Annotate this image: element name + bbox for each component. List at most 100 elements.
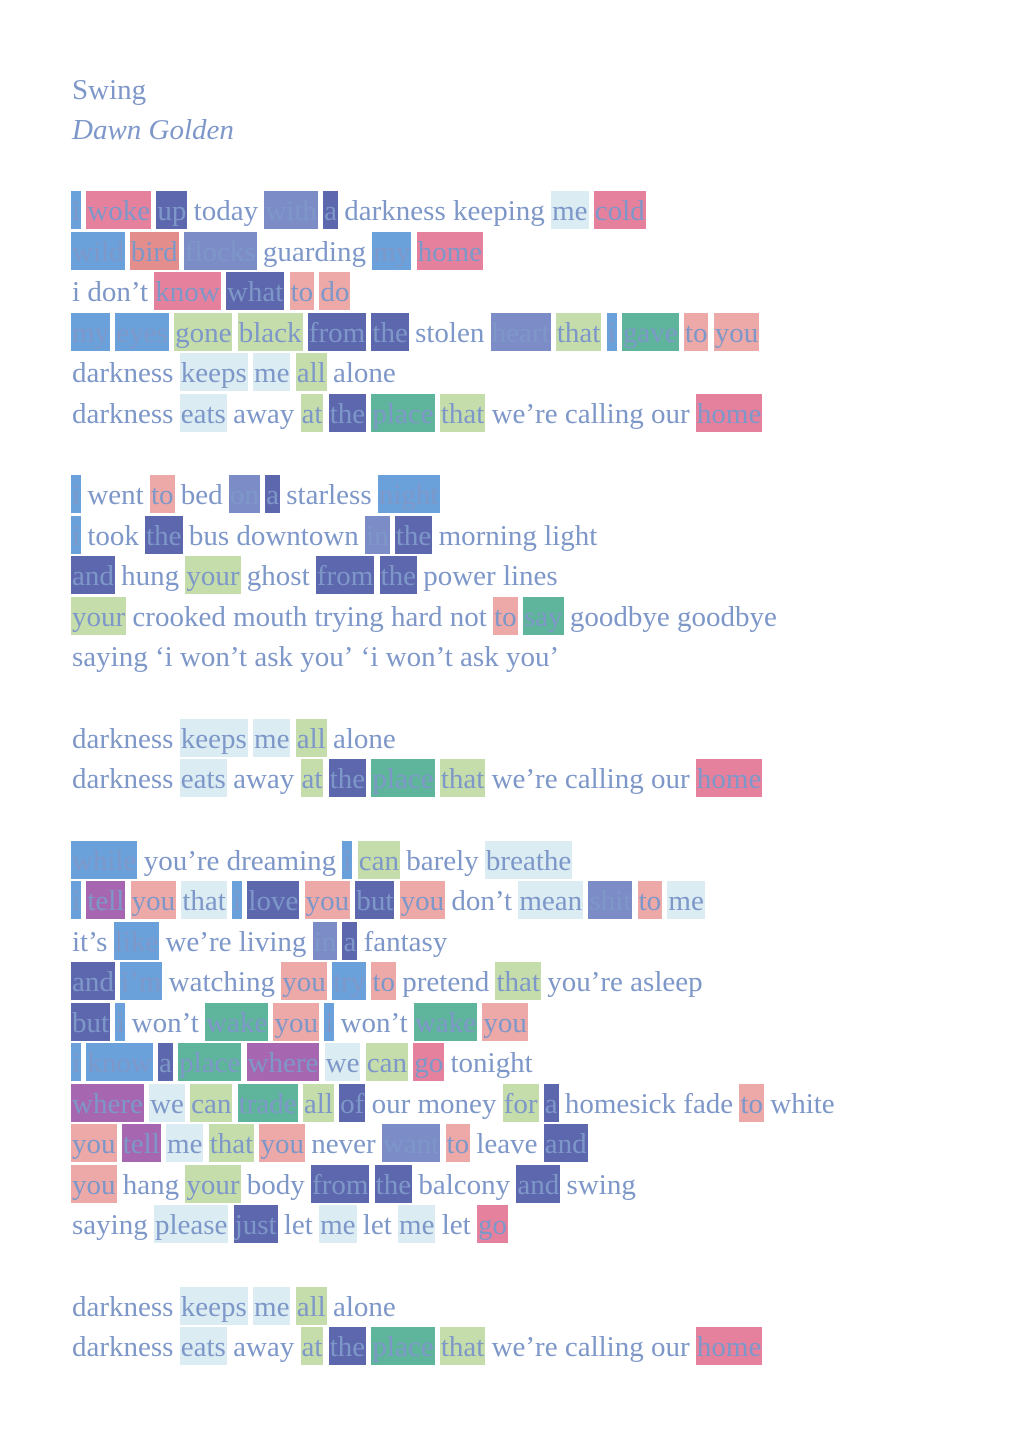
highlighted-word: to — [739, 1083, 764, 1122]
word: hard — [390, 600, 443, 633]
highlighted-word: and — [543, 1124, 588, 1162]
highlighted-word: with — [264, 191, 318, 229]
highlighted-word: eyes — [115, 312, 169, 351]
highlighted-word: flocks — [183, 231, 257, 270]
word: bus — [188, 519, 230, 552]
word: ask — [254, 641, 293, 673]
word: won’t — [131, 1006, 199, 1039]
highlighted-word: me — [253, 353, 291, 391]
word: mouth — [233, 600, 308, 633]
highlighted-word: place — [371, 759, 435, 797]
highlighted-word: your — [185, 556, 241, 594]
word: you’re — [547, 966, 623, 998]
highlighted-word: can — [365, 1043, 408, 1081]
word: i — [72, 276, 81, 308]
word: ask — [460, 641, 499, 673]
highlighted-word: the — [379, 556, 417, 594]
highlighted-word: breathe — [484, 840, 573, 879]
highlighted-word: from — [307, 312, 367, 351]
lyric-line: saying ‘i won’t ask you’ ‘i won’t ask yo… — [72, 637, 992, 678]
highlighted-word: you — [273, 1002, 319, 1041]
highlighted-word: i — [71, 191, 82, 229]
highlighted-word: all — [295, 353, 327, 391]
highlighted-word: wild — [71, 231, 125, 270]
word: let — [362, 1209, 392, 1241]
word: we’re — [165, 925, 232, 958]
word: goodbye — [569, 600, 670, 633]
highlighted-word: keeps — [179, 1286, 248, 1325]
highlighted-word: we — [149, 1083, 185, 1122]
highlighted-word: from — [311, 1164, 370, 1203]
lyric-line: while you’re dreaming i can barely breat… — [71, 840, 992, 882]
highlighted-word: the — [328, 393, 367, 432]
highlighted-word: the — [145, 515, 183, 554]
word: you’re — [143, 844, 220, 877]
highlighted-word: from — [315, 556, 375, 594]
highlighted-word: a — [158, 1043, 173, 1081]
highlighted-word: home — [695, 393, 763, 432]
highlighted-word: me — [253, 718, 291, 757]
word: leave — [476, 1128, 538, 1160]
highlighted-word: go — [413, 1043, 445, 1081]
highlighted-word: go — [476, 1205, 508, 1243]
word: today — [193, 195, 259, 227]
highlighted-word: know — [154, 272, 221, 310]
word: money — [417, 1087, 497, 1120]
stanza: i went to bed on a starless night i took … — [71, 475, 992, 678]
word: alone — [332, 1290, 396, 1323]
highlighted-word: home — [416, 231, 483, 270]
word: trying — [314, 600, 384, 633]
word: lines — [502, 560, 558, 592]
highlighted-word: while — [71, 840, 138, 879]
word: living — [238, 925, 307, 958]
highlighted-word: but — [71, 1002, 111, 1041]
highlighted-word: me — [166, 1124, 204, 1162]
highlighted-word: where — [246, 1043, 320, 1081]
highlighted-word: we — [324, 1043, 361, 1081]
word: won’t — [179, 641, 248, 673]
word: darkness — [72, 357, 174, 389]
word: calling — [564, 763, 644, 795]
word: crooked — [132, 600, 226, 633]
highlighted-word: all — [302, 1083, 334, 1122]
lyric-line: darkness eats away at the place that we’… — [72, 1327, 992, 1368]
stanza: darkness keeps me all alone darkness eats… — [72, 718, 992, 800]
word: darkness — [72, 722, 174, 755]
word: ‘i — [360, 641, 379, 673]
word: keeping — [453, 195, 545, 227]
lyric-line: where we can trade all of our money for … — [71, 1083, 992, 1125]
highlighted-word: woke — [86, 191, 152, 229]
lyric-line: darkness eats away at the place that we’… — [72, 393, 992, 435]
highlighted-word: the — [374, 1164, 413, 1203]
word: we’re — [491, 1331, 558, 1363]
highlighted-word: a — [342, 921, 358, 960]
highlighted-word: but — [355, 881, 395, 919]
highlighted-word: me — [667, 881, 705, 919]
word: watching — [168, 966, 275, 998]
lyric-line: darkness keeps me all alone — [72, 353, 992, 394]
word: homesick — [564, 1087, 677, 1120]
word: swing — [566, 1168, 636, 1201]
word: don’t — [87, 276, 149, 308]
highlighted-word: know — [86, 1043, 153, 1081]
highlighted-word: your — [185, 1164, 241, 1203]
word: calling — [564, 1331, 644, 1363]
lyrics-page: Swing Dawn Golden i woke up today with a… — [71, 70, 992, 1368]
highlighted-word: want — [381, 1124, 441, 1162]
highlighted-word: at — [300, 759, 324, 797]
highlighted-word: you — [71, 1164, 117, 1203]
highlighted-word: your — [71, 596, 127, 635]
highlighted-word: that — [439, 1327, 486, 1365]
highlighted-word: me — [319, 1205, 357, 1243]
lyric-line: and hung your ghost from the power lines — [71, 556, 992, 597]
word: darkness — [344, 195, 446, 227]
highlighted-word: in — [312, 921, 338, 960]
highlighted-word: gave — [621, 312, 679, 351]
highlighted-word: home — [695, 1327, 763, 1365]
lyric-line: saying please just let me let me let go — [72, 1205, 992, 1246]
highlighted-word: keeps — [179, 353, 248, 391]
highlighted-word: to — [149, 475, 175, 513]
word: not — [449, 600, 487, 633]
highlighted-word: me — [551, 191, 589, 229]
word: won’t — [340, 1006, 408, 1039]
